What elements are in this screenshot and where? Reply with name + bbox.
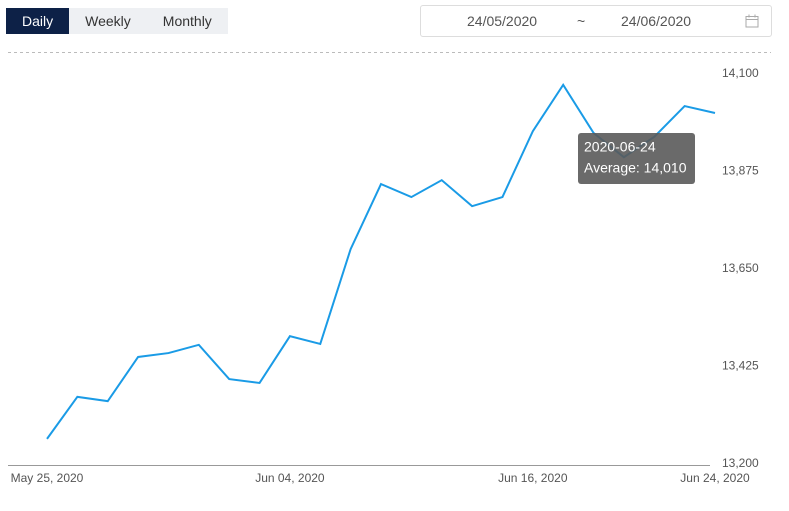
tooltip-text: Average: 14,010 xyxy=(584,160,687,176)
x-tick-label: Jun 24, 2020 xyxy=(680,471,750,485)
date-separator: ~ xyxy=(577,13,586,29)
x-tick-label: May 25, 2020 xyxy=(11,471,84,485)
tooltip xyxy=(578,133,695,184)
date-range[interactable]: 24/05/2020 ~ 24/06/2020 xyxy=(420,5,772,37)
date-from[interactable]: 24/05/2020 xyxy=(467,13,538,29)
calendar-icon[interactable] xyxy=(745,14,759,28)
y-tick-label: 13,650 xyxy=(722,261,759,275)
y-tick-label: 13,875 xyxy=(722,164,759,178)
y-tick-label: 13,200 xyxy=(722,456,759,470)
date-to[interactable]: 24/06/2020 xyxy=(621,13,692,29)
tab[interactable]: Monthly xyxy=(162,13,212,29)
period-tabs: Daily Weekly Monthly xyxy=(6,8,228,34)
tab[interactable]: Weekly xyxy=(85,13,131,29)
tab[interactable]: Daily xyxy=(6,8,70,34)
tooltip-title: 2020-06-24 xyxy=(584,139,656,155)
line-series xyxy=(46,82,716,440)
y-tick-label: 13,425 xyxy=(722,359,759,373)
x-tick-label: Jun 16, 2020 xyxy=(498,471,568,485)
y-tick-label: 14,100 xyxy=(722,66,759,80)
x-tick-label: Jun 04, 2020 xyxy=(255,471,325,485)
